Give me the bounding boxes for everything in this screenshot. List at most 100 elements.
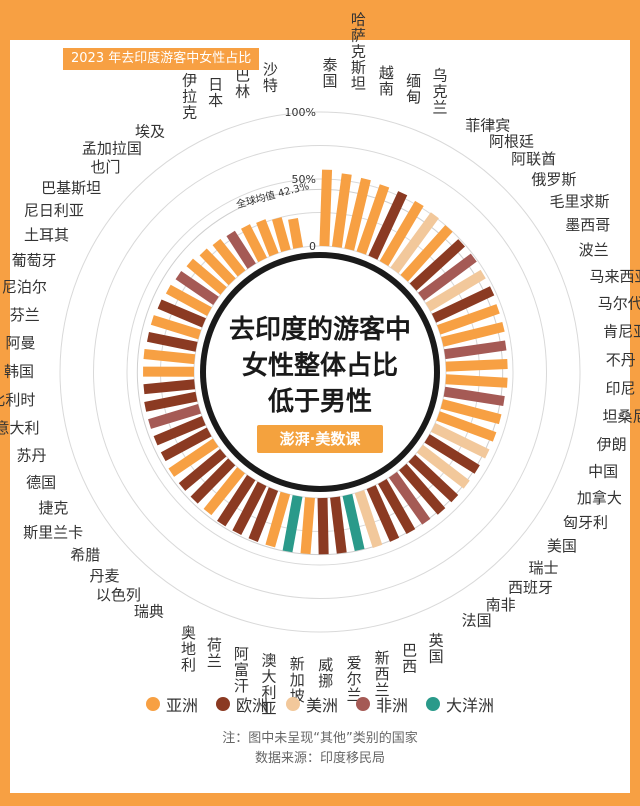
country-label-澳大利亚: 澳大利亚	[262, 651, 277, 717]
bar-越南	[344, 177, 371, 251]
bar-马尔代夫	[441, 321, 505, 347]
legend-item-oceania: 大洋洲	[426, 692, 494, 716]
bar-意大利	[144, 391, 198, 412]
legend-item-asia: 亚洲	[145, 692, 198, 716]
country-label-巴基斯坦: 巴基斯坦	[41, 179, 101, 197]
country-label-奥地利: 奥地利	[181, 624, 196, 674]
country-label-威挪: 威挪	[318, 656, 333, 690]
footnote-note: 注：图中未呈现“其他”类别的国家	[222, 731, 418, 746]
bar-土耳其	[165, 284, 212, 316]
bar-芬兰	[146, 331, 198, 352]
country-label-波兰: 波兰	[579, 241, 609, 259]
bar-阿联酋	[400, 225, 453, 282]
country-label-比利时: 比利时	[0, 391, 35, 409]
country-label-阿曼: 阿曼	[5, 334, 35, 352]
bar-以色列	[203, 467, 245, 516]
country-label-肯尼亚: 肯尼亚	[603, 323, 640, 341]
bar-葡萄牙	[157, 299, 206, 328]
country-label-意大利: 意大利	[0, 419, 40, 437]
bar-肯尼亚	[444, 340, 507, 360]
country-label-法国: 法国	[462, 611, 492, 629]
country-label-苏丹: 苏丹	[16, 447, 46, 465]
legend-label-asia: 亚洲	[165, 696, 198, 715]
bar-日本	[256, 219, 279, 257]
reference-ring	[136, 188, 504, 556]
country-label-尼日利亚: 尼日利亚	[24, 202, 84, 220]
country-label-伊拉克: 伊拉克	[182, 71, 197, 121]
bar-中国	[436, 411, 497, 442]
legend-label-oceania: 大洋洲	[446, 696, 495, 715]
country-label-乌克兰: 乌克兰	[433, 66, 448, 116]
country-label-匈牙利: 匈牙利	[563, 514, 608, 532]
bar-伊朗	[440, 399, 502, 425]
center-headline: 去印度的游客中 女性整体占比 低于男性	[210, 312, 430, 420]
country-label-阿联酋: 阿联酋	[511, 150, 556, 168]
country-label-阿根廷: 阿根廷	[489, 132, 534, 150]
bar-奥地利	[232, 481, 267, 535]
bar-法国	[378, 479, 416, 535]
legend-label-americas: 美洲	[305, 696, 338, 715]
bar-荷兰	[248, 487, 279, 542]
country-label-墨西哥: 墨西哥	[565, 216, 610, 234]
bar-加拿大	[430, 422, 490, 459]
country-label-中国: 中国	[588, 463, 618, 481]
legend-dot-africa	[356, 697, 370, 711]
bar-美国	[416, 444, 470, 489]
country-label-英国: 英国	[429, 631, 444, 665]
country-label-南非: 南非	[486, 596, 516, 614]
bar-乌克兰	[368, 191, 408, 260]
grid-ring-100	[59, 111, 581, 633]
country-label-芬兰: 芬兰	[10, 306, 40, 324]
axis-tick-label-100: 100%	[285, 106, 316, 119]
axis-tick-label-0: 0	[309, 240, 316, 253]
country-label-荷兰: 荷兰	[207, 636, 222, 670]
country-label-哈萨克斯坦: 哈萨克斯坦	[351, 11, 366, 93]
bar-沙特	[288, 218, 304, 249]
country-label-丹麦: 丹麦	[90, 567, 120, 585]
center-headline-line-2: 女性整体占比	[241, 351, 398, 381]
country-label-新西兰: 新西兰	[375, 649, 390, 699]
bar-西班牙	[399, 463, 446, 515]
bar-波兰	[431, 286, 495, 323]
chart-title: 2023 年去印度游客中女性占比	[63, 48, 260, 70]
bar-孟加拉国	[212, 238, 246, 277]
bar-缅甸	[356, 184, 390, 255]
bar-尼泊尔	[150, 315, 202, 340]
footnote-source: 数据来源：印度移民局	[254, 751, 385, 766]
bar-新加坡	[300, 497, 315, 555]
country-label-葡萄牙: 葡萄牙	[12, 251, 57, 269]
country-label-阿富汗: 阿富汗	[234, 645, 249, 695]
bar-阿曼	[143, 349, 196, 365]
legend-label-africa: 非洲	[376, 696, 409, 715]
country-label-不丹: 不丹	[606, 351, 636, 369]
legend-item-africa: 非洲	[356, 692, 408, 716]
legend-dot-oceania	[426, 697, 441, 711]
bar-不丹	[445, 359, 508, 372]
country-label-德国: 德国	[26, 473, 56, 491]
country-label-巴西: 巴西	[402, 642, 417, 676]
bar-丹麦	[190, 458, 236, 504]
bar-坦桑尼亚	[443, 386, 505, 407]
country-label-西班牙: 西班牙	[508, 579, 553, 597]
bar-威挪	[317, 497, 329, 555]
country-label-韩国: 韩国	[4, 362, 34, 380]
bar-巴西	[354, 490, 383, 548]
bar-巴林	[272, 217, 291, 253]
country-label-希腊: 希腊	[70, 546, 100, 564]
country-label-缅甸: 缅甸	[406, 72, 421, 106]
country-label-巴林: 巴林	[235, 67, 250, 101]
bar-德国	[153, 415, 206, 446]
bar-希腊	[178, 448, 227, 491]
bar-瑞士	[408, 454, 459, 503]
country-label-加拿大: 加拿大	[577, 489, 622, 507]
grid-ring-50	[126, 178, 514, 566]
bar-澳大利亚	[282, 495, 303, 553]
footnote: 注：图中未呈现“其他”类别的国家 数据来源：印度移民局	[0, 729, 640, 769]
country-label-以色列: 以色列	[96, 586, 141, 604]
bar-南非	[388, 471, 431, 525]
country-label-越南: 越南	[379, 64, 394, 98]
bar-俄罗斯	[409, 239, 465, 291]
country-label-马尔代夫: 马尔代夫	[598, 295, 640, 313]
country-label-马来西亚: 马来西亚	[590, 267, 640, 285]
bar-英国	[366, 485, 400, 542]
